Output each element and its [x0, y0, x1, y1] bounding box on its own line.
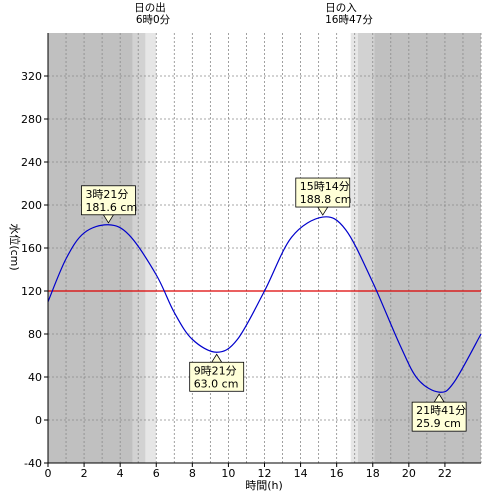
callout-box: [411, 401, 467, 432]
y-tick-label: 80: [28, 328, 42, 341]
night-band: [48, 33, 133, 463]
x-tick-label: 20: [402, 467, 416, 480]
y-tick-label: 280: [21, 113, 42, 126]
y-tick-label: 240: [21, 156, 42, 169]
x-tick-label: 4: [117, 467, 124, 480]
sunset-time: 16時47分: [325, 14, 373, 26]
y-tick-label: 320: [21, 70, 42, 83]
y-tick-label: 120: [21, 285, 42, 298]
y-tick-label: 40: [28, 371, 42, 384]
x-tick-label: 12: [258, 467, 272, 480]
x-tick-label: 14: [294, 467, 308, 480]
callout-box: [81, 185, 136, 216]
x-tick-label: 8: [189, 467, 196, 480]
twilight-band: [357, 33, 375, 463]
annotation-level: 188.8 cm: [300, 193, 352, 206]
sunrise-time: 6時0分: [136, 14, 171, 26]
x-axis-label: 時間(h): [245, 479, 283, 492]
callout-box: [189, 361, 245, 392]
night-band: [374, 33, 481, 463]
x-tick-label: 16: [330, 467, 344, 480]
y-tick-label: 160: [21, 242, 42, 255]
y-tick-label: 0: [35, 414, 42, 427]
annotation-time: 21時41分: [416, 404, 466, 417]
tide-line-group: [47, 216, 482, 393]
x-tick-label: 0: [45, 467, 52, 480]
x-tick-label: 18: [366, 467, 380, 480]
twilight-band: [145, 33, 157, 463]
annotation-time: 9時21分: [194, 364, 237, 377]
annotation-level: 181.6 cm: [85, 201, 137, 214]
y-tick-label: 200: [21, 199, 42, 212]
x-tick-label: 6: [153, 467, 160, 480]
sunset-label: 日の入: [325, 2, 357, 14]
annotation-level: 63.0 cm: [194, 377, 239, 390]
sunrise-label: 日の出: [134, 1, 166, 14]
x-tick-label: 22: [438, 467, 452, 480]
y-axis-label: 水位(cm): [8, 223, 22, 270]
y-tick-label: -40: [24, 457, 42, 470]
twilight-band: [350, 33, 358, 463]
x-tick-label: 2: [81, 467, 88, 480]
annotation-time: 15時14分: [300, 180, 350, 193]
annotation-time: 3時21分: [85, 188, 128, 201]
x-tick-label: 10: [221, 467, 235, 480]
tide-line: [47, 216, 482, 393]
annotation-level: 25.9 cm: [416, 417, 461, 430]
callout-box: [295, 177, 351, 208]
